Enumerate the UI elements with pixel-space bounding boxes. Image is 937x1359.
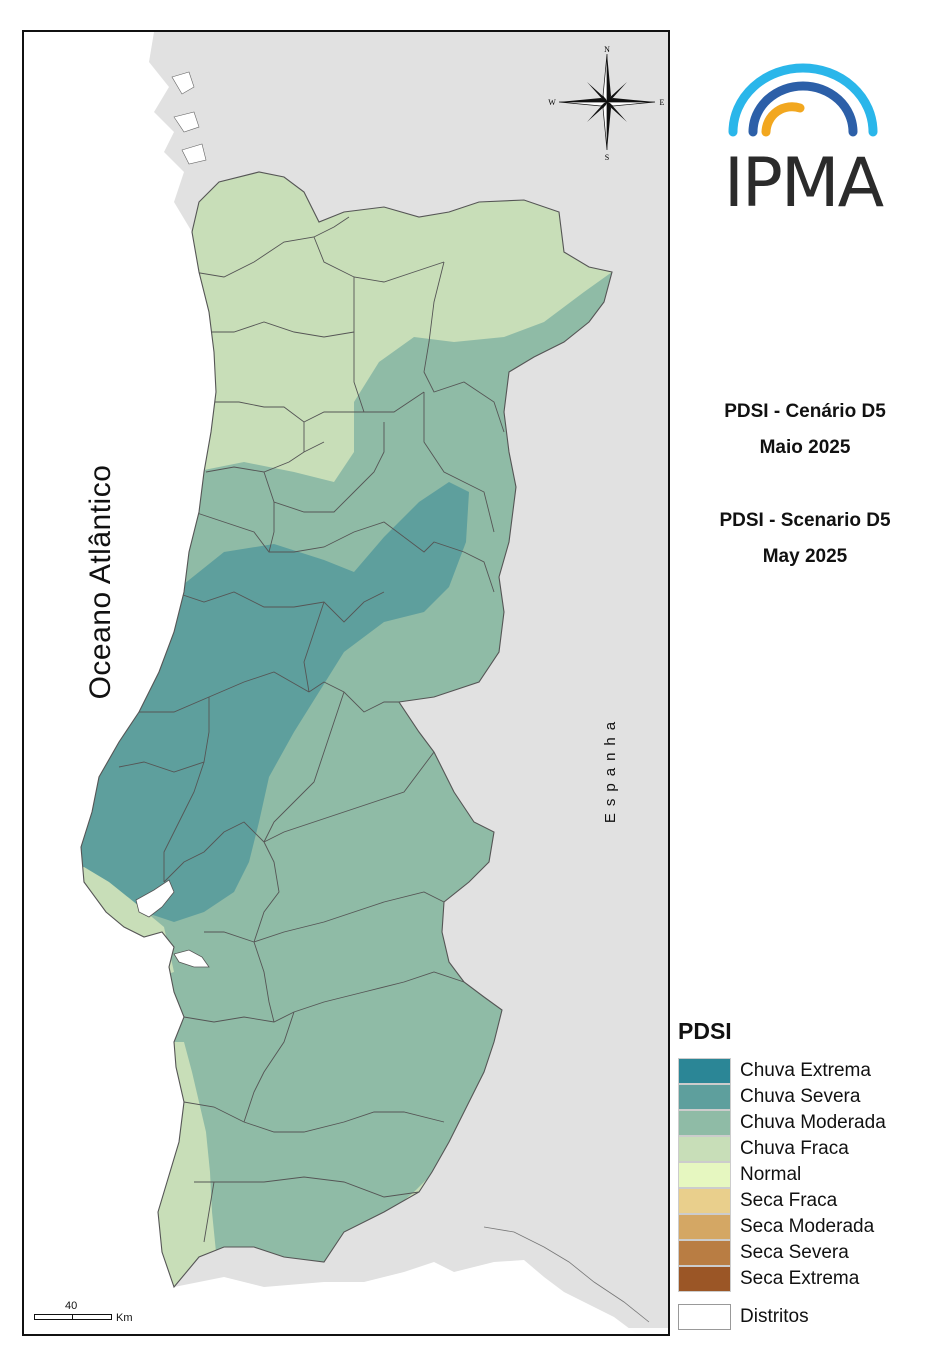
- legend-item: Chuva Severa: [678, 1084, 928, 1110]
- legend-label: Chuva Moderada: [740, 1112, 886, 1133]
- title-pt-line2: Maio 2025: [759, 437, 851, 458]
- legend-label-districts: Distritos: [740, 1306, 809, 1327]
- compass-n: N: [604, 45, 610, 54]
- title-en-line1: PDSI - Scenario D5: [719, 510, 891, 531]
- ocean-label: Oceano Atlântico: [84, 464, 117, 700]
- legend-label: Chuva Fraca: [740, 1138, 849, 1159]
- scale-bar-graphic: [34, 1314, 112, 1320]
- legend-label: Chuva Severa: [740, 1086, 861, 1107]
- ipma-logo: IPMA: [718, 56, 888, 223]
- compass-e: E: [660, 98, 665, 107]
- legend-label: Chuva Extrema: [740, 1060, 871, 1081]
- scale-unit: Km: [116, 1312, 133, 1324]
- map-attribution[interactable]: Leaflet | Tiles © Esri, data@IPMA: [354, 1328, 668, 1334]
- legend-swatch: [678, 1058, 731, 1084]
- legend-swatch: [678, 1136, 731, 1162]
- legend-item: Seca Severa: [678, 1240, 928, 1266]
- title-en-line2: May 2025: [762, 546, 848, 567]
- pdsi-zone-chuva-severa: [81, 482, 469, 922]
- legend-item: Chuva Moderada: [678, 1110, 928, 1136]
- ipma-logo-arcs: [728, 63, 878, 137]
- title-pt: PDSI - Cenário D5 Maio 2025: [690, 394, 920, 466]
- legend-label: Normal: [740, 1164, 802, 1185]
- scale-value: 40: [65, 1300, 78, 1312]
- legend-item: Seca Fraca: [678, 1188, 928, 1214]
- legend-swatch: [678, 1214, 731, 1240]
- legend: PDSI Chuva Extrema Chuva Severa Chuva Mo…: [678, 1018, 928, 1330]
- scale-bar: 40 Km: [34, 1300, 164, 1330]
- pdsi-zone-chuva-fraca-north: [164, 172, 612, 482]
- legend-swatch: [678, 1240, 731, 1266]
- district-borders: [118, 216, 505, 1243]
- legend-label: Seca Moderada: [740, 1216, 875, 1237]
- portugal-outline: [80, 171, 613, 1289]
- legend-item: Seca Extrema: [678, 1266, 928, 1292]
- legend-item: Chuva Extrema: [678, 1058, 928, 1084]
- legend-item: Seca Moderada: [678, 1214, 928, 1240]
- legend-swatch: [678, 1266, 731, 1292]
- legend-label: Seca Severa: [740, 1242, 849, 1263]
- legend-swatch-districts: [678, 1304, 731, 1330]
- legend-label: Seca Fraca: [740, 1190, 838, 1211]
- spain-south-coast: [483, 1226, 650, 1323]
- country-label: Espanha: [602, 714, 619, 824]
- galicia-coast-islets: [171, 71, 207, 165]
- compass-rose: N S W E: [548, 45, 664, 162]
- legend-label: Seca Extrema: [740, 1268, 860, 1289]
- legend-swatch: [678, 1188, 731, 1214]
- legend-swatch: [678, 1110, 731, 1136]
- map-panel[interactable]: N S W E Oceano Atlântico Espanha Leaflet…: [22, 30, 670, 1336]
- legend-swatch: [678, 1162, 731, 1188]
- legend-item: Chuva Fraca: [678, 1136, 928, 1162]
- compass-s: S: [605, 153, 609, 162]
- estuaries: [135, 879, 210, 968]
- atlantic-ocean: [24, 32, 638, 1334]
- title-pt-line1: PDSI - Cenário D5: [724, 401, 886, 422]
- legend-swatch: [678, 1084, 731, 1110]
- title-en: PDSI - Scenario D5 May 2025: [690, 503, 920, 575]
- ipma-logo-text: IPMA: [723, 144, 884, 223]
- legend-item-districts: Distritos: [678, 1304, 928, 1330]
- compass-w: W: [548, 98, 556, 107]
- legend-item: Normal: [678, 1162, 928, 1188]
- legend-title: PDSI: [678, 1018, 732, 1044]
- map-canvas[interactable]: N S W E: [24, 32, 670, 1336]
